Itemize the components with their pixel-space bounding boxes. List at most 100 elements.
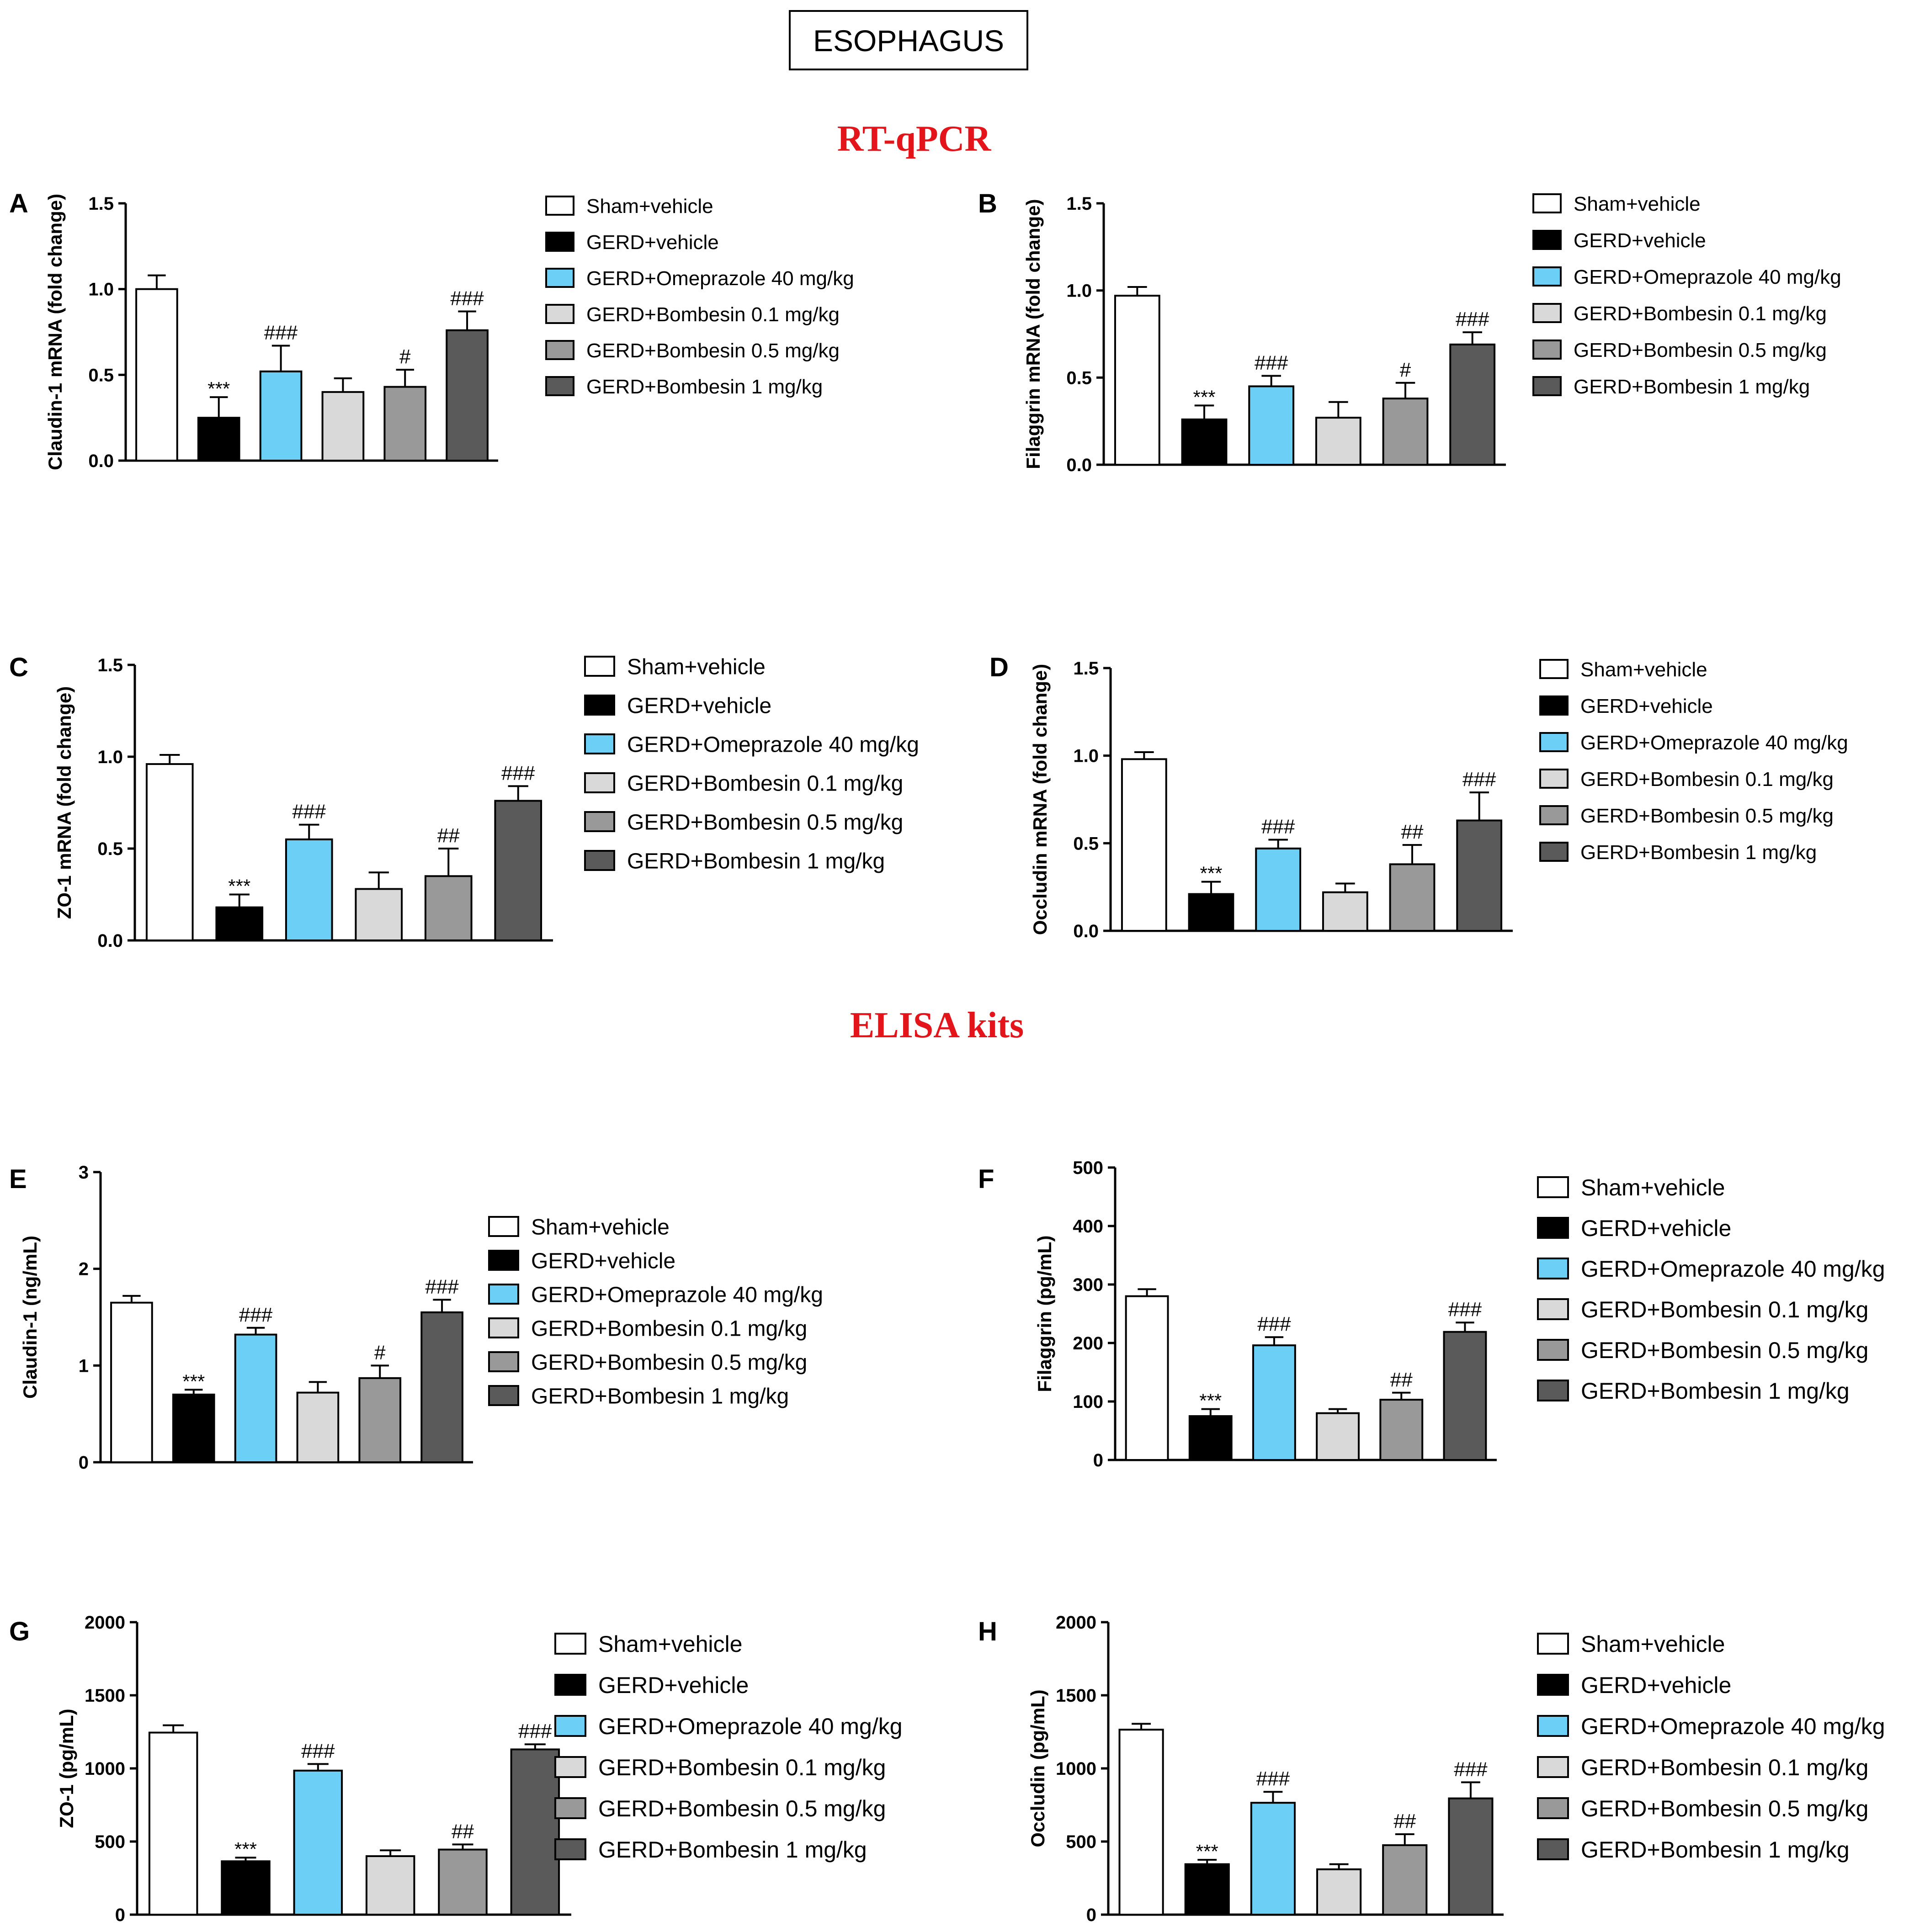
significance-hash: ### xyxy=(301,1740,335,1762)
legend-label: GERD+Omeprazole 40 mg/kg xyxy=(598,1714,903,1739)
y-axis-title: Filaggrin (pg/mL) xyxy=(1034,1236,1055,1392)
significance-hash: ### xyxy=(1462,768,1496,791)
legend-swatch xyxy=(1532,376,1562,396)
bar-h-1 xyxy=(1118,1729,1164,1916)
significance-hash: ### xyxy=(1456,308,1489,330)
legend-label: Sham+vehicle xyxy=(1574,193,1701,215)
legend-swatch xyxy=(1537,1838,1569,1860)
legend-swatch xyxy=(488,1351,519,1372)
panels: A 0.0 0.5 1.0 1.5 Claudin-1 mRNA (fold change… xyxy=(9,189,1885,1925)
bar-g-5 xyxy=(438,1848,488,1916)
y-tick-label: 1.5 xyxy=(1066,194,1092,214)
legend-swatch xyxy=(1539,805,1569,825)
legend-swatch xyxy=(1532,303,1562,323)
y-tick-label: 1.5 xyxy=(88,194,114,214)
panel-letter: D xyxy=(989,653,1009,682)
bar-g-4 xyxy=(365,1855,415,1916)
bar-b-2 xyxy=(1181,418,1228,466)
legend-swatch xyxy=(584,733,615,754)
y-tick-label: 2 xyxy=(79,1259,89,1279)
legend-swatch xyxy=(554,1633,586,1655)
legend-swatch xyxy=(1537,1339,1569,1361)
legend-swatch xyxy=(1532,340,1562,360)
legend-swatch xyxy=(545,268,574,288)
significance-stars: *** xyxy=(1200,863,1222,884)
significance-hash: ## xyxy=(1401,821,1424,843)
legend-label: GERD+Bombesin 1 mg/kg xyxy=(1574,376,1810,398)
panel-letter: H xyxy=(978,1617,997,1646)
legend-swatch xyxy=(1539,732,1569,752)
bar-c-1 xyxy=(145,763,194,941)
legend-label: GERD+Bombesin 1 mg/kg xyxy=(627,849,885,873)
y-tick-label: 0.0 xyxy=(97,931,123,951)
legend-label: GERD+Bombesin 0.5 mg/kg xyxy=(598,1796,886,1821)
bar-g-3 xyxy=(293,1769,343,1916)
bar-a-3 xyxy=(259,370,303,462)
bar-d-3 xyxy=(1255,847,1302,932)
legend-label: GERD+Omeprazole 40 mg/kg xyxy=(627,732,919,757)
bar-b-4 xyxy=(1315,417,1361,466)
legend-swatch xyxy=(1539,842,1569,862)
legend-label: Sham+vehicle xyxy=(586,195,713,218)
significance-hash: # xyxy=(374,1341,386,1364)
significance-hash: ### xyxy=(450,287,484,309)
bar-c-6 xyxy=(494,800,542,941)
legend-label: GERD+vehicle xyxy=(627,694,771,718)
legend-label: GERD+Bombesin 1 mg/kg xyxy=(586,376,823,398)
legend-label: GERD+Bombesin 0.5 mg/kg xyxy=(627,810,903,834)
legend-swatch xyxy=(1537,1298,1569,1320)
legend-label: GERD+Bombesin 1 mg/kg xyxy=(598,1837,867,1863)
bar-f-2 xyxy=(1188,1415,1233,1461)
y-tick-label: 500 xyxy=(1073,1158,1103,1178)
bar-a-1 xyxy=(135,288,178,462)
y-tick-label: 1500 xyxy=(1056,1686,1096,1706)
legend-label: GERD+Bombesin 1 mg/kg xyxy=(1580,841,1817,864)
legend-swatch xyxy=(1537,1258,1569,1279)
y-tick-label: 0.5 xyxy=(97,839,123,859)
panel-letter: C xyxy=(9,653,28,682)
legend-label: GERD+Bombesin 0.5 mg/kg xyxy=(1581,1338,1868,1363)
significance-hash: ### xyxy=(1257,1313,1291,1335)
bar-f-3 xyxy=(1252,1344,1296,1461)
significance-hash: ### xyxy=(1255,352,1288,374)
panel-letter: E xyxy=(9,1164,27,1194)
legend-label: GERD+Bombesin 0.5 mg/kg xyxy=(1580,805,1834,827)
significance-stars: *** xyxy=(207,378,230,399)
legend: Sham+vehicle GERD+vehicle GERD+Omeprazole … xyxy=(554,1631,903,1863)
bar-b-1 xyxy=(1114,295,1160,466)
bar-e-6 xyxy=(420,1311,463,1464)
chart-panel-d: D 0.0 0.5 1.0 1.5 Occludin mRNA (fold change)… xyxy=(989,653,1848,941)
legend-label: GERD+Bombesin 0.1 mg/kg xyxy=(598,1755,886,1780)
legend-swatch xyxy=(554,1674,586,1696)
legend-swatch xyxy=(584,656,615,677)
significance-hash: # xyxy=(1400,359,1411,381)
legend-label: GERD+Bombesin 0.1 mg/kg xyxy=(1574,303,1827,325)
y-tick-label: 0.5 xyxy=(88,365,114,385)
y-axis-title: Claudin-1 mRNA (fold change) xyxy=(44,194,66,470)
bar-d-1 xyxy=(1121,758,1167,932)
bar-d-2 xyxy=(1188,893,1234,932)
y-tick-label: 400 xyxy=(1073,1216,1103,1237)
legend-label: GERD+vehicle xyxy=(586,231,719,254)
legend-swatch xyxy=(488,1317,519,1338)
y-tick-label: 0.0 xyxy=(1073,921,1099,941)
legend-swatch xyxy=(1537,1633,1569,1655)
panel-letter: G xyxy=(9,1617,30,1646)
legend-swatch xyxy=(554,1756,586,1778)
bar-d-5 xyxy=(1389,863,1436,932)
legend-label: GERD+Omeprazole 40 mg/kg xyxy=(1581,1256,1885,1282)
y-tick-label: 1000 xyxy=(85,1759,125,1779)
legend-swatch xyxy=(1539,695,1569,716)
bar-b-5 xyxy=(1382,398,1429,466)
legend-label: GERD+Bombesin 0.5 mg/kg xyxy=(1574,339,1827,361)
significance-hash: ### xyxy=(264,322,298,344)
bar-a-4 xyxy=(321,391,365,462)
significance-hash: ### xyxy=(501,762,535,784)
legend-swatch xyxy=(488,1385,519,1406)
y-tick-label: 100 xyxy=(1073,1392,1103,1412)
legend-label: GERD+Bombesin 0.1 mg/kg xyxy=(586,303,840,326)
